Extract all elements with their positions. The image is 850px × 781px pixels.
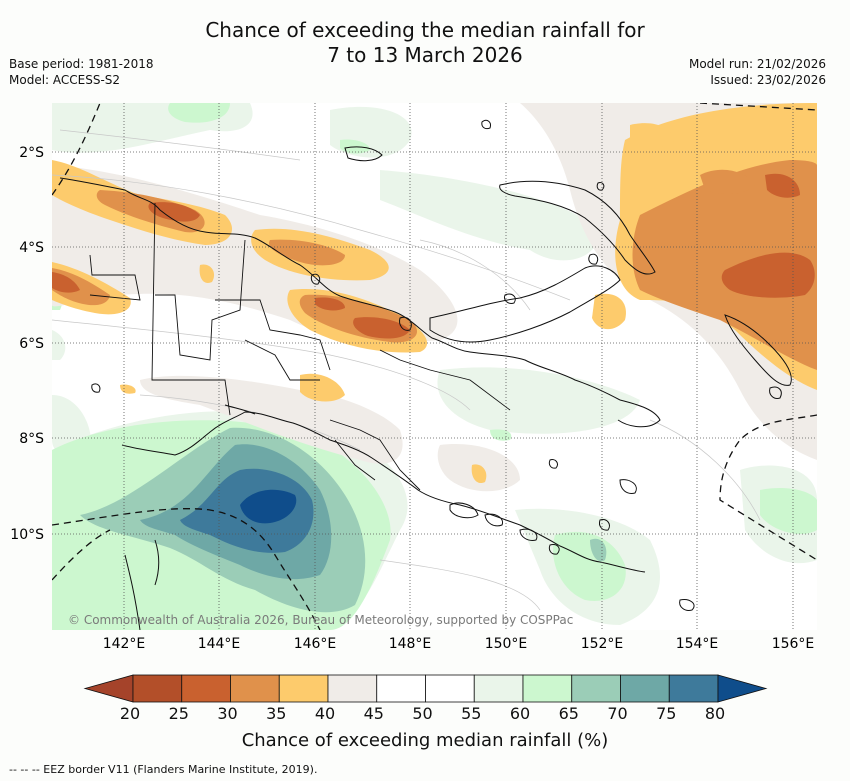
colorbar-swatch — [425, 674, 475, 703]
eez-borders — [52, 103, 817, 630]
colorbar-tick-label: 45 — [363, 704, 384, 723]
colorbar-tick-label: 30 — [217, 704, 238, 723]
borders — [89, 202, 511, 491]
colorbar-swatch — [181, 674, 231, 703]
colorbar-swatch — [132, 674, 183, 703]
colorbar-swatch — [327, 674, 378, 703]
colorbar-tick-label: 20 — [119, 704, 141, 723]
colorbar-swatch — [473, 674, 524, 703]
lon-label: 148°E — [389, 636, 432, 652]
colorbar-tick-label: 55 — [461, 704, 482, 723]
colorbar — [83, 674, 768, 703]
colorbar-title: Chance of exceeding median rainfall (%) — [241, 730, 609, 751]
model-text: Model: ACCESS-S2 — [9, 73, 121, 87]
colorbar-swatch — [668, 674, 719, 703]
lat-label: 2°S — [19, 145, 44, 161]
graticule — [52, 103, 817, 630]
colorbar-swatch — [230, 674, 280, 703]
map-title-line2: 7 to 13 March 2026 — [327, 43, 523, 67]
colorbar-tick-label: 75 — [656, 704, 677, 723]
lat-label: 10°S — [10, 527, 44, 543]
base-period-text: Base period: 1981-2018 — [9, 57, 154, 71]
lat-label: 6°S — [19, 336, 44, 352]
model-info: Base period: 1981-2018 Model: ACCESS-S2 — [9, 56, 154, 88]
lon-label: 142°E — [103, 636, 146, 652]
lon-label: 154°E — [676, 636, 719, 652]
copyright-notice: © Commonwealth of Australia 2026, Bureau… — [68, 613, 574, 627]
colorbar-tick-label: 40 — [314, 704, 336, 723]
band-above-80-area — [240, 489, 297, 524]
colorbar-tick-label: 60 — [509, 704, 531, 723]
coastlines — [59, 119, 792, 630]
colorbar-tick-label: 80 — [704, 704, 726, 723]
colorbar-tick-label: 50 — [412, 704, 433, 723]
colorbar-swatch — [376, 674, 426, 703]
eez-footnote: -- -- -- EEZ border V11 (Flanders Marine… — [9, 763, 318, 776]
colorbar-swatch — [522, 674, 573, 703]
band-25-30-areas — [52, 173, 815, 339]
colorbar-swatch — [620, 674, 670, 703]
lat-label: 4°S — [19, 240, 44, 256]
colorbar-swatch — [571, 674, 621, 703]
lat-label: 8°S — [19, 431, 44, 447]
lon-label: 150°E — [485, 636, 528, 652]
lon-label: 144°E — [198, 636, 241, 652]
latitude-labels: 2°S 4°S 6°S 8°S 10°S — [10, 145, 44, 543]
colorbar-tick-label: 35 — [266, 704, 287, 723]
model-run-text: Model run: 21/02/2026 — [688, 57, 826, 71]
colorbar-tick-label: 70 — [607, 704, 628, 723]
longitude-labels: 142°E 144°E 146°E 148°E 150°E 152°E 154°… — [103, 636, 815, 652]
lon-label: 146°E — [294, 636, 337, 652]
map-title-line1: Chance of exceeding the median rainfall … — [205, 18, 645, 42]
colorbar-tick-label: 25 — [168, 704, 189, 723]
map-title: Chance of exceeding the median rainfall … — [0, 18, 850, 68]
colorbar-swatch — [278, 674, 329, 703]
issued-text: Issued: 23/02/2026 — [710, 73, 826, 87]
run-info: Model run: 21/02/2026 Issued: 23/02/2026 — [689, 56, 826, 88]
probability-field — [52, 103, 817, 630]
colorbar-arrow-high — [717, 674, 768, 703]
lon-label: 152°E — [581, 636, 624, 652]
colorbar-arrow-low — [83, 674, 134, 703]
lon-label: 156°E — [772, 636, 815, 652]
colorbar-tick-label: 65 — [558, 704, 579, 723]
